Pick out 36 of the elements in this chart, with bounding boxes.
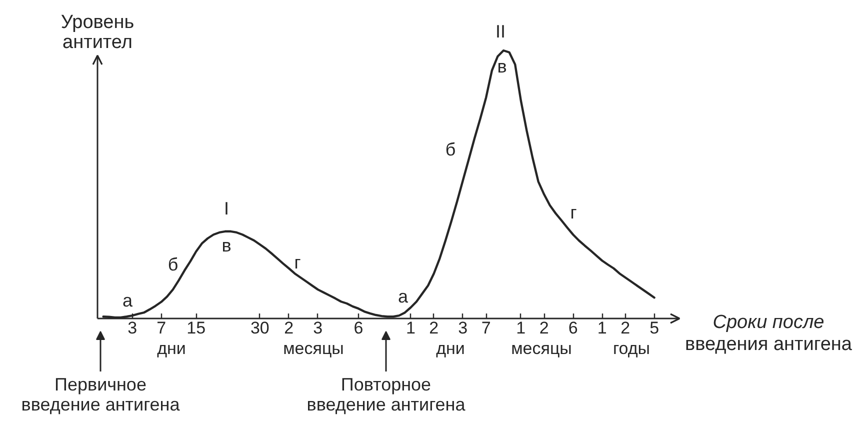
x-tick-label: 6	[354, 318, 364, 338]
x-tick-label: 1	[406, 318, 416, 338]
x-tick-label: 2	[284, 318, 294, 338]
text: Повторное введение антигена	[306, 374, 466, 414]
x-tick-label: 5	[650, 318, 660, 338]
text: месяцы	[283, 339, 344, 358]
text: годы	[612, 339, 650, 358]
x-axis-title: Сроки после введения антигена	[685, 312, 852, 355]
annotation: г	[570, 202, 578, 222]
x-tick-label: 1	[516, 318, 526, 338]
text: месяцы	[511, 339, 572, 358]
annotation: а	[398, 286, 409, 306]
x-tick-label: 7	[156, 318, 166, 338]
annotation: в	[497, 56, 507, 76]
annotation: а	[122, 290, 134, 310]
x-tick-label: 6	[568, 318, 578, 338]
x-tick-label: 3	[128, 318, 138, 338]
y-axis-title: Уровень антител	[60, 12, 134, 53]
x-tick-label: 7	[481, 318, 491, 338]
annotation: б	[168, 254, 178, 274]
text: II	[496, 22, 506, 42]
text: дни	[157, 339, 186, 358]
x-tick-label: 15	[186, 318, 206, 338]
text: Первичное введение антигена	[21, 374, 181, 414]
annotation: б	[445, 140, 456, 160]
text: дни	[436, 339, 465, 358]
x-tick-label: 2	[429, 318, 439, 338]
x-tick-label: 1	[597, 318, 607, 338]
x-tick-label: 2	[539, 318, 549, 338]
x-tick-label: 3	[313, 318, 323, 338]
annotation: в	[222, 236, 232, 256]
x-tick-label: 3	[458, 318, 468, 338]
annotation: I	[224, 198, 230, 218]
annotation: г	[294, 252, 302, 272]
x-tick-label: 30	[250, 318, 270, 338]
x-tick-label: 2	[620, 318, 630, 338]
